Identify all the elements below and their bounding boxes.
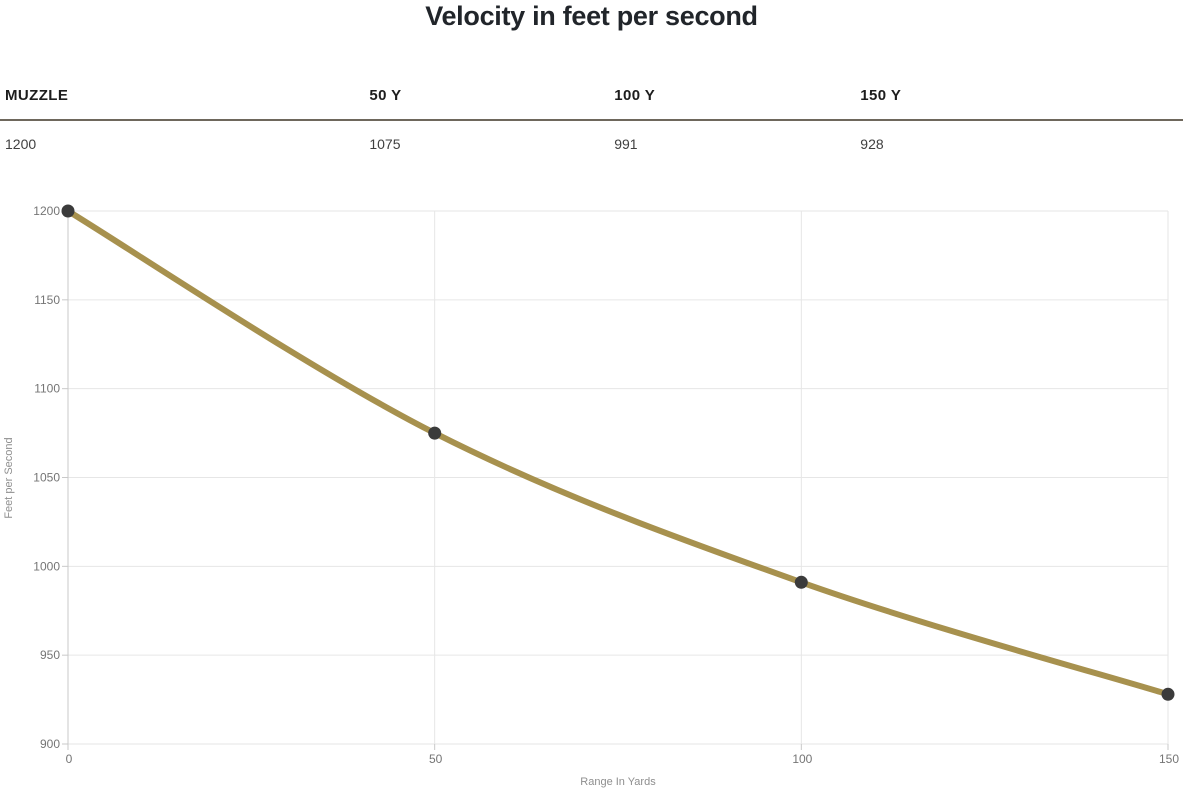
velocity-table: MUZZLE 50 Y 100 Y 150 Y 1200 1075 991 92…: [0, 75, 1183, 152]
svg-text:950: 950: [40, 648, 60, 662]
svg-text:1050: 1050: [33, 471, 60, 485]
column-header-muzzle: MUZZLE: [5, 87, 69, 104]
x-axis-title: Range In Yards: [580, 776, 656, 788]
svg-text:0: 0: [66, 752, 73, 766]
svg-text:900: 900: [40, 737, 60, 751]
velocity-line-chart: Feet per Second Range In Yards 900 950 100…: [0, 195, 1183, 792]
line-chart-canvas[interactable]: Feet per Second Range In Yards 900 950 100…: [0, 195, 1183, 792]
column-header-150y: 150 Y: [860, 87, 902, 104]
svg-text:1000: 1000: [33, 559, 60, 573]
svg-text:1100: 1100: [34, 382, 60, 396]
velocity-50y-value: 1075: [369, 136, 401, 152]
column-header-50y: 50 Y: [369, 87, 402, 104]
velocity-100y-value: 991: [614, 136, 638, 152]
column-header-100y: 100 Y: [614, 87, 656, 104]
svg-text:100: 100: [792, 752, 812, 766]
svg-text:1150: 1150: [34, 293, 60, 307]
svg-text:50: 50: [429, 752, 443, 766]
svg-text:1200: 1200: [33, 204, 60, 218]
page-title: Velocity in feet per second: [425, 1, 758, 31]
table-value-row: 1200 1075 991 928: [0, 121, 1183, 152]
muzzle-velocity-value: 1200: [5, 136, 37, 152]
svg-text:150: 150: [1159, 752, 1179, 766]
velocity-150y-value: 928: [860, 136, 884, 152]
y-axis-title: Feet per Second: [3, 437, 15, 518]
table-header-row: MUZZLE 50 Y 100 Y 150 Y: [0, 75, 1183, 121]
